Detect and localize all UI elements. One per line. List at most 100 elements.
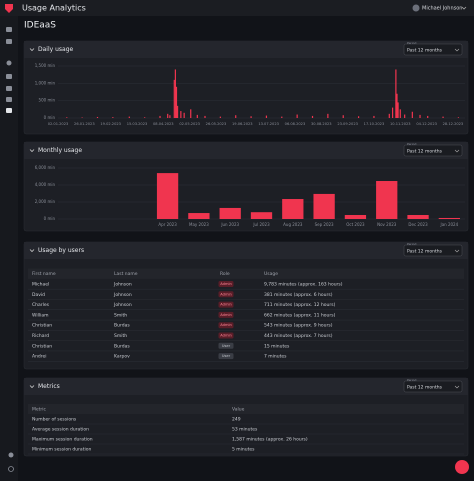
nav-icon[interactable] xyxy=(6,27,12,32)
table-cell: Karpov xyxy=(114,354,130,360)
bar xyxy=(235,115,237,118)
bar xyxy=(156,173,179,219)
panel-title: Usage by users xyxy=(38,247,84,254)
nav-icon[interactable] xyxy=(8,452,14,458)
avatar[interactable] xyxy=(412,4,420,12)
bar xyxy=(376,181,398,219)
table-cell: Christian xyxy=(32,343,52,349)
collapse-caret[interactable] xyxy=(29,385,35,389)
role-badge xyxy=(218,281,234,287)
bar xyxy=(265,115,268,118)
role-badge xyxy=(218,291,234,298)
period-value[interactable]: Past 12 months xyxy=(407,385,443,391)
role-label: Admin xyxy=(220,292,231,296)
table-cell: 7 minutes xyxy=(264,354,287,360)
column-header: First name xyxy=(32,271,56,277)
table-cell: Number of sessions xyxy=(32,417,77,423)
bar xyxy=(404,114,406,118)
x-tick-label: 26.05.2023 xyxy=(206,122,227,126)
table-cell: 15 minutes xyxy=(264,343,290,349)
role-badge xyxy=(218,322,234,329)
table-cell: 443 minutes (approx. 7 hours) xyxy=(264,333,333,339)
table-cell: 543 minutes (approx. 9 hours) xyxy=(264,323,333,329)
collapse-caret[interactable] xyxy=(29,249,35,253)
nav-icon[interactable] xyxy=(6,97,12,102)
bar xyxy=(188,213,210,219)
select-caret[interactable] xyxy=(454,149,460,153)
column-header: Last name xyxy=(114,271,138,277)
bar xyxy=(457,117,460,118)
bar xyxy=(219,116,221,118)
nav-icon[interactable] xyxy=(6,86,12,91)
bar xyxy=(357,116,360,118)
user-name[interactable]: Michael Johnson xyxy=(422,6,462,12)
bar xyxy=(391,107,394,118)
collapse-caret[interactable] xyxy=(29,48,35,52)
bar xyxy=(96,116,99,118)
bar xyxy=(427,115,429,118)
bar xyxy=(397,102,399,118)
y-tick-label: 0 min xyxy=(44,216,56,221)
period-value[interactable]: Past 12 months xyxy=(407,149,443,155)
select-caret[interactable] xyxy=(454,48,460,52)
user-menu-caret[interactable] xyxy=(461,6,467,10)
collapse-caret[interactable] xyxy=(29,149,35,153)
period-select[interactable] xyxy=(403,144,463,157)
role-label: Admin xyxy=(220,313,231,317)
table-cell: Burdas xyxy=(114,343,130,349)
x-tick-label: 26.01.2023 xyxy=(74,122,95,126)
sidebar-icons xyxy=(6,27,14,472)
bar xyxy=(81,117,83,118)
table-cell: 662 minutes (approx. 11 hours) xyxy=(264,312,336,318)
role-label: Admin xyxy=(220,334,231,338)
table-cell: Maximum session duration xyxy=(32,437,93,443)
period-value[interactable]: Past 12 months xyxy=(407,249,443,255)
role-badge xyxy=(218,353,234,360)
nav-icon-active[interactable] xyxy=(6,108,12,113)
x-tick-label: May 2023 xyxy=(189,222,209,227)
column-header: Value xyxy=(232,407,245,413)
bar xyxy=(438,217,460,219)
select-caret[interactable] xyxy=(454,249,460,253)
nav-icon[interactable] xyxy=(6,60,12,66)
logo[interactable] xyxy=(5,4,13,13)
bar xyxy=(396,93,398,118)
x-tick-label: 06.08.2023 xyxy=(285,122,306,126)
panel-header xyxy=(24,41,468,58)
bar xyxy=(219,207,241,219)
bar xyxy=(311,115,314,118)
table-cell: 711 minutes (approx. 12 hours) xyxy=(264,302,336,308)
role-label: Admin xyxy=(220,323,231,327)
bar xyxy=(399,109,401,118)
column-header: Metric xyxy=(32,407,47,413)
x-tick-label: Oct 2023 xyxy=(346,222,365,227)
table-cell: Average session duration xyxy=(32,427,89,433)
page-title: IDEaaS xyxy=(24,21,56,31)
table-cell: Richard xyxy=(32,333,49,339)
period-value[interactable]: Past 12 months xyxy=(407,48,443,54)
select-caret[interactable] xyxy=(454,385,460,389)
chat-button[interactable] xyxy=(455,460,469,474)
bar xyxy=(169,115,171,118)
period-select[interactable] xyxy=(403,43,463,56)
bar xyxy=(112,117,114,118)
period-label: Period xyxy=(407,242,416,246)
bar xyxy=(250,212,273,219)
panel-header xyxy=(24,378,468,395)
x-tick-label: 02.01.2023 xyxy=(48,122,69,126)
bar xyxy=(173,79,175,118)
period-select[interactable] xyxy=(403,244,463,257)
nav-icon[interactable] xyxy=(6,74,12,79)
bar xyxy=(313,193,335,219)
table-cell: Smith xyxy=(114,312,127,318)
nav-icon[interactable] xyxy=(6,39,12,44)
table-cell: Johnson xyxy=(113,302,132,308)
x-tick-label: 02.05.2023 xyxy=(179,122,200,126)
bar xyxy=(144,117,146,118)
x-tick-label: 08.04.2023 xyxy=(153,122,174,126)
bar xyxy=(411,111,413,118)
table-cell: Johnson xyxy=(113,282,132,288)
x-tick-label: Aug 2023 xyxy=(283,222,303,227)
period-select[interactable] xyxy=(403,380,463,393)
nav-icon[interactable] xyxy=(8,466,14,472)
